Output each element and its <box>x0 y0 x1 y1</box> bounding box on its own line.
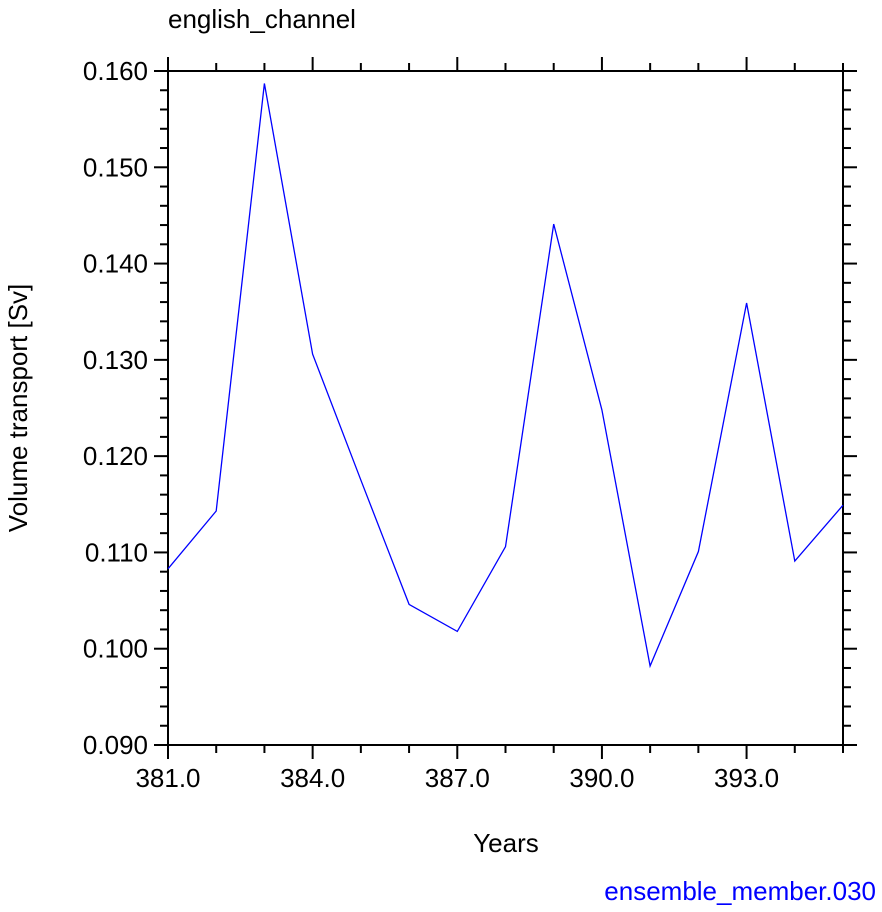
y-tick-label: 0.100 <box>83 634 148 664</box>
series-line <box>167 83 844 669</box>
y-tick-label: 0.130 <box>83 345 148 375</box>
y-tick-label: 0.090 <box>83 730 148 760</box>
y-axis-label: Volume transport [Sv] <box>3 284 33 533</box>
chart-title: english_channel <box>168 4 356 34</box>
x-tick-label: 381.0 <box>135 763 200 793</box>
x-tick-label: 390.0 <box>569 763 634 793</box>
y-tick-label: 0.110 <box>85 537 148 567</box>
y-tick-label: 0.160 <box>83 56 148 86</box>
plot-area: 381.0 384.0 387.0 390.0 393.0 0.090 0.100 0.110… <box>83 56 857 793</box>
plot-frame <box>167 70 844 746</box>
x-axis-label: Years <box>473 828 539 858</box>
y-tick-label: 0.120 <box>83 441 148 471</box>
x-tick-label: 393.0 <box>714 763 779 793</box>
y-tick-label: 0.140 <box>83 249 148 279</box>
x-tick-label: 384.0 <box>280 763 345 793</box>
ensemble-member-label: ensemble_member.030 <box>604 876 876 906</box>
y-tick-label: 0.150 <box>83 152 148 182</box>
x-tick-label: 387.0 <box>425 763 490 793</box>
